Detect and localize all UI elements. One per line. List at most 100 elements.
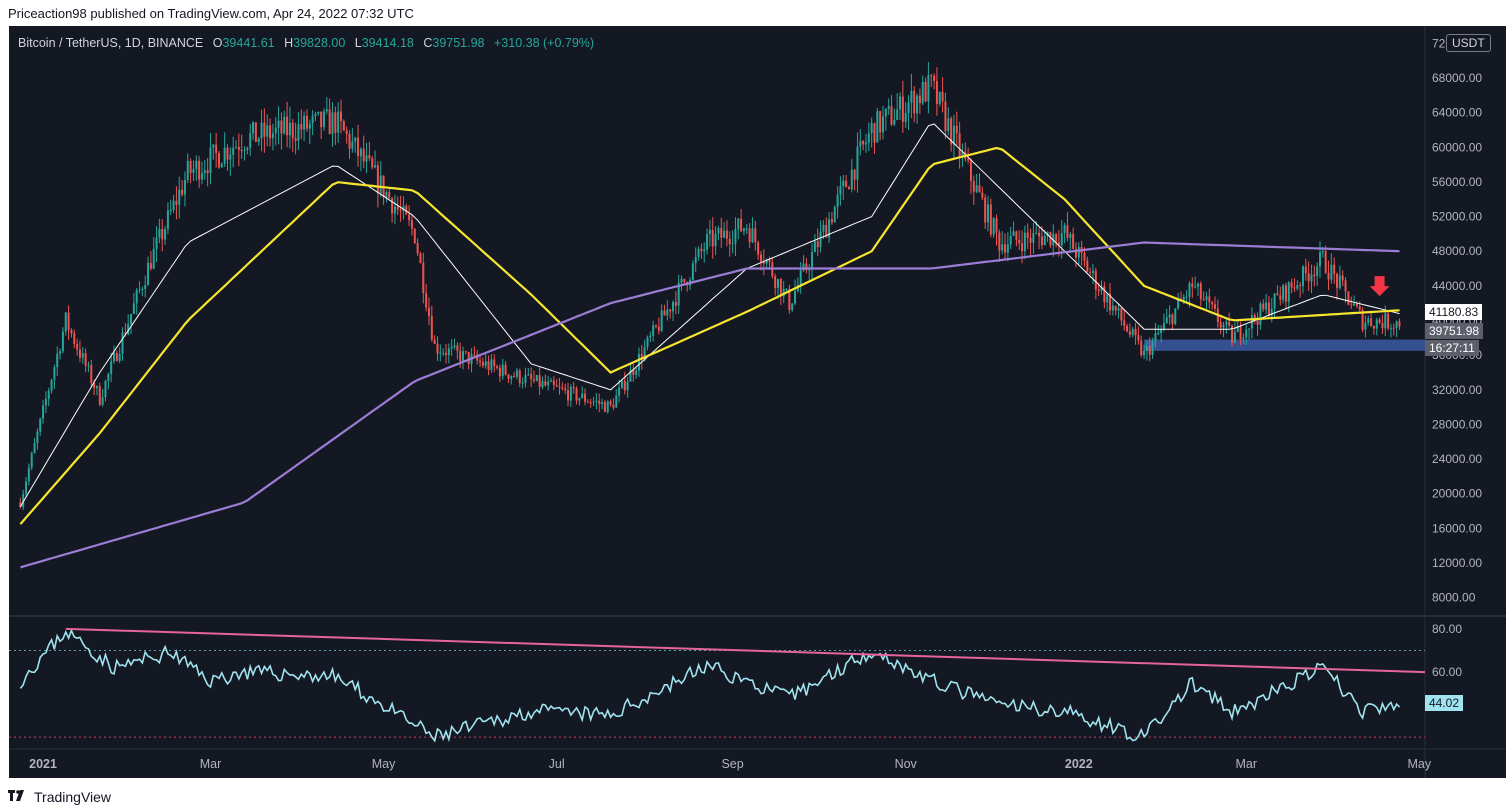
candle-body [1256, 320, 1259, 325]
candle-body [430, 316, 433, 340]
candle-body [833, 206, 836, 223]
price-tick-label: 12000.00 [1432, 556, 1482, 570]
candle-body [1324, 250, 1327, 273]
price-chart[interactable]: 72000.0068000.0064000.0060000.0056000.00… [9, 26, 1506, 778]
candle-body [1290, 282, 1293, 288]
candle-body [314, 113, 317, 116]
candle-body [706, 234, 709, 250]
candle-body [408, 214, 411, 221]
candle-body [1029, 237, 1032, 243]
candle-body [30, 453, 33, 468]
candle-body [169, 210, 172, 212]
high-value: 39828.00 [293, 36, 346, 50]
candle-body [632, 369, 635, 375]
price-tick-label: 68000.00 [1432, 71, 1482, 85]
candle-body [1111, 305, 1114, 311]
chart-area[interactable]: 72000.0068000.0064000.0060000.0056000.00… [9, 26, 1506, 778]
candle-body [345, 130, 348, 135]
candle-body [280, 120, 283, 134]
ohlc-legend: Bitcoin / TetherUS, 1D, BINANCE O39441.6… [18, 36, 594, 50]
candle-body [226, 147, 229, 160]
candle-body [436, 343, 439, 354]
candle-body [95, 386, 98, 389]
candle-body [862, 141, 865, 145]
time-tick-label: Jul [549, 757, 565, 771]
candle-body [223, 147, 226, 164]
currency-button[interactable]: USDT [1446, 34, 1491, 52]
candle-body [904, 112, 907, 122]
candle-body [1040, 236, 1043, 246]
last-price-tag: 39751.98 [1425, 323, 1484, 339]
candle-body [882, 116, 885, 133]
candle-body [1372, 325, 1375, 329]
rsi-tick-label: 80.00 [1432, 622, 1462, 636]
candle-body [1248, 328, 1251, 330]
candle-body [578, 397, 581, 401]
candle-body [564, 388, 567, 391]
candle-body [357, 137, 360, 157]
candle-body [1262, 303, 1265, 310]
candle-body [711, 230, 714, 247]
candle-body [393, 206, 396, 214]
candle-body [334, 112, 337, 133]
candle-body [405, 206, 408, 215]
candle-body [1120, 308, 1123, 321]
candle-body [890, 106, 893, 125]
candle-body [629, 369, 632, 382]
candle-body [61, 331, 64, 352]
candle-body [754, 228, 757, 243]
candle-body [762, 261, 765, 264]
candle-body [1157, 333, 1160, 335]
candle-body [1361, 309, 1364, 330]
candle-body [541, 381, 544, 387]
candle-body [476, 354, 479, 361]
candle-body [1134, 328, 1137, 336]
candle-body [549, 380, 552, 382]
candle-body [836, 194, 839, 207]
candle-body [952, 125, 955, 145]
candle-body [132, 303, 135, 314]
candle-body [76, 343, 79, 350]
candle-body [70, 329, 73, 334]
candle-body [175, 200, 178, 205]
candle-body [149, 262, 152, 269]
candle-body [595, 400, 598, 402]
candle-body [305, 115, 308, 129]
candle-body [439, 352, 442, 354]
candle-body [269, 125, 272, 139]
candle-body [669, 309, 672, 312]
candle-body [25, 481, 28, 494]
candle-body [493, 359, 496, 367]
candle-body [1196, 283, 1199, 287]
candle-body [603, 402, 606, 412]
candle-body [464, 351, 467, 353]
candle-body [910, 90, 913, 103]
candle-body [697, 248, 700, 258]
candle-body [850, 169, 853, 190]
candle-body [1313, 274, 1316, 277]
candle-body [112, 352, 115, 362]
candle-body [50, 380, 53, 391]
candle-body [989, 204, 992, 235]
candle-body [1316, 266, 1319, 277]
candle-body [680, 278, 683, 283]
time-tick-label: Sep [721, 757, 743, 771]
candle-body [1072, 234, 1075, 249]
candle-body [155, 237, 158, 249]
candle-body [368, 155, 371, 159]
candle-body [1336, 273, 1339, 288]
candle-body [876, 111, 879, 143]
down-arrow-icon [1369, 276, 1390, 297]
price-tick-label: 56000.00 [1432, 175, 1482, 189]
candle-body [635, 370, 638, 375]
candle-body [1182, 296, 1185, 301]
candle-body [1043, 235, 1046, 246]
candle-body [924, 81, 927, 102]
candle-body [672, 301, 675, 312]
candle-body [118, 353, 121, 361]
candle-body [1091, 270, 1094, 273]
candle-body [1026, 232, 1029, 238]
candle-body [901, 96, 904, 122]
candle-body [1165, 317, 1168, 324]
candle-body [1123, 320, 1126, 326]
